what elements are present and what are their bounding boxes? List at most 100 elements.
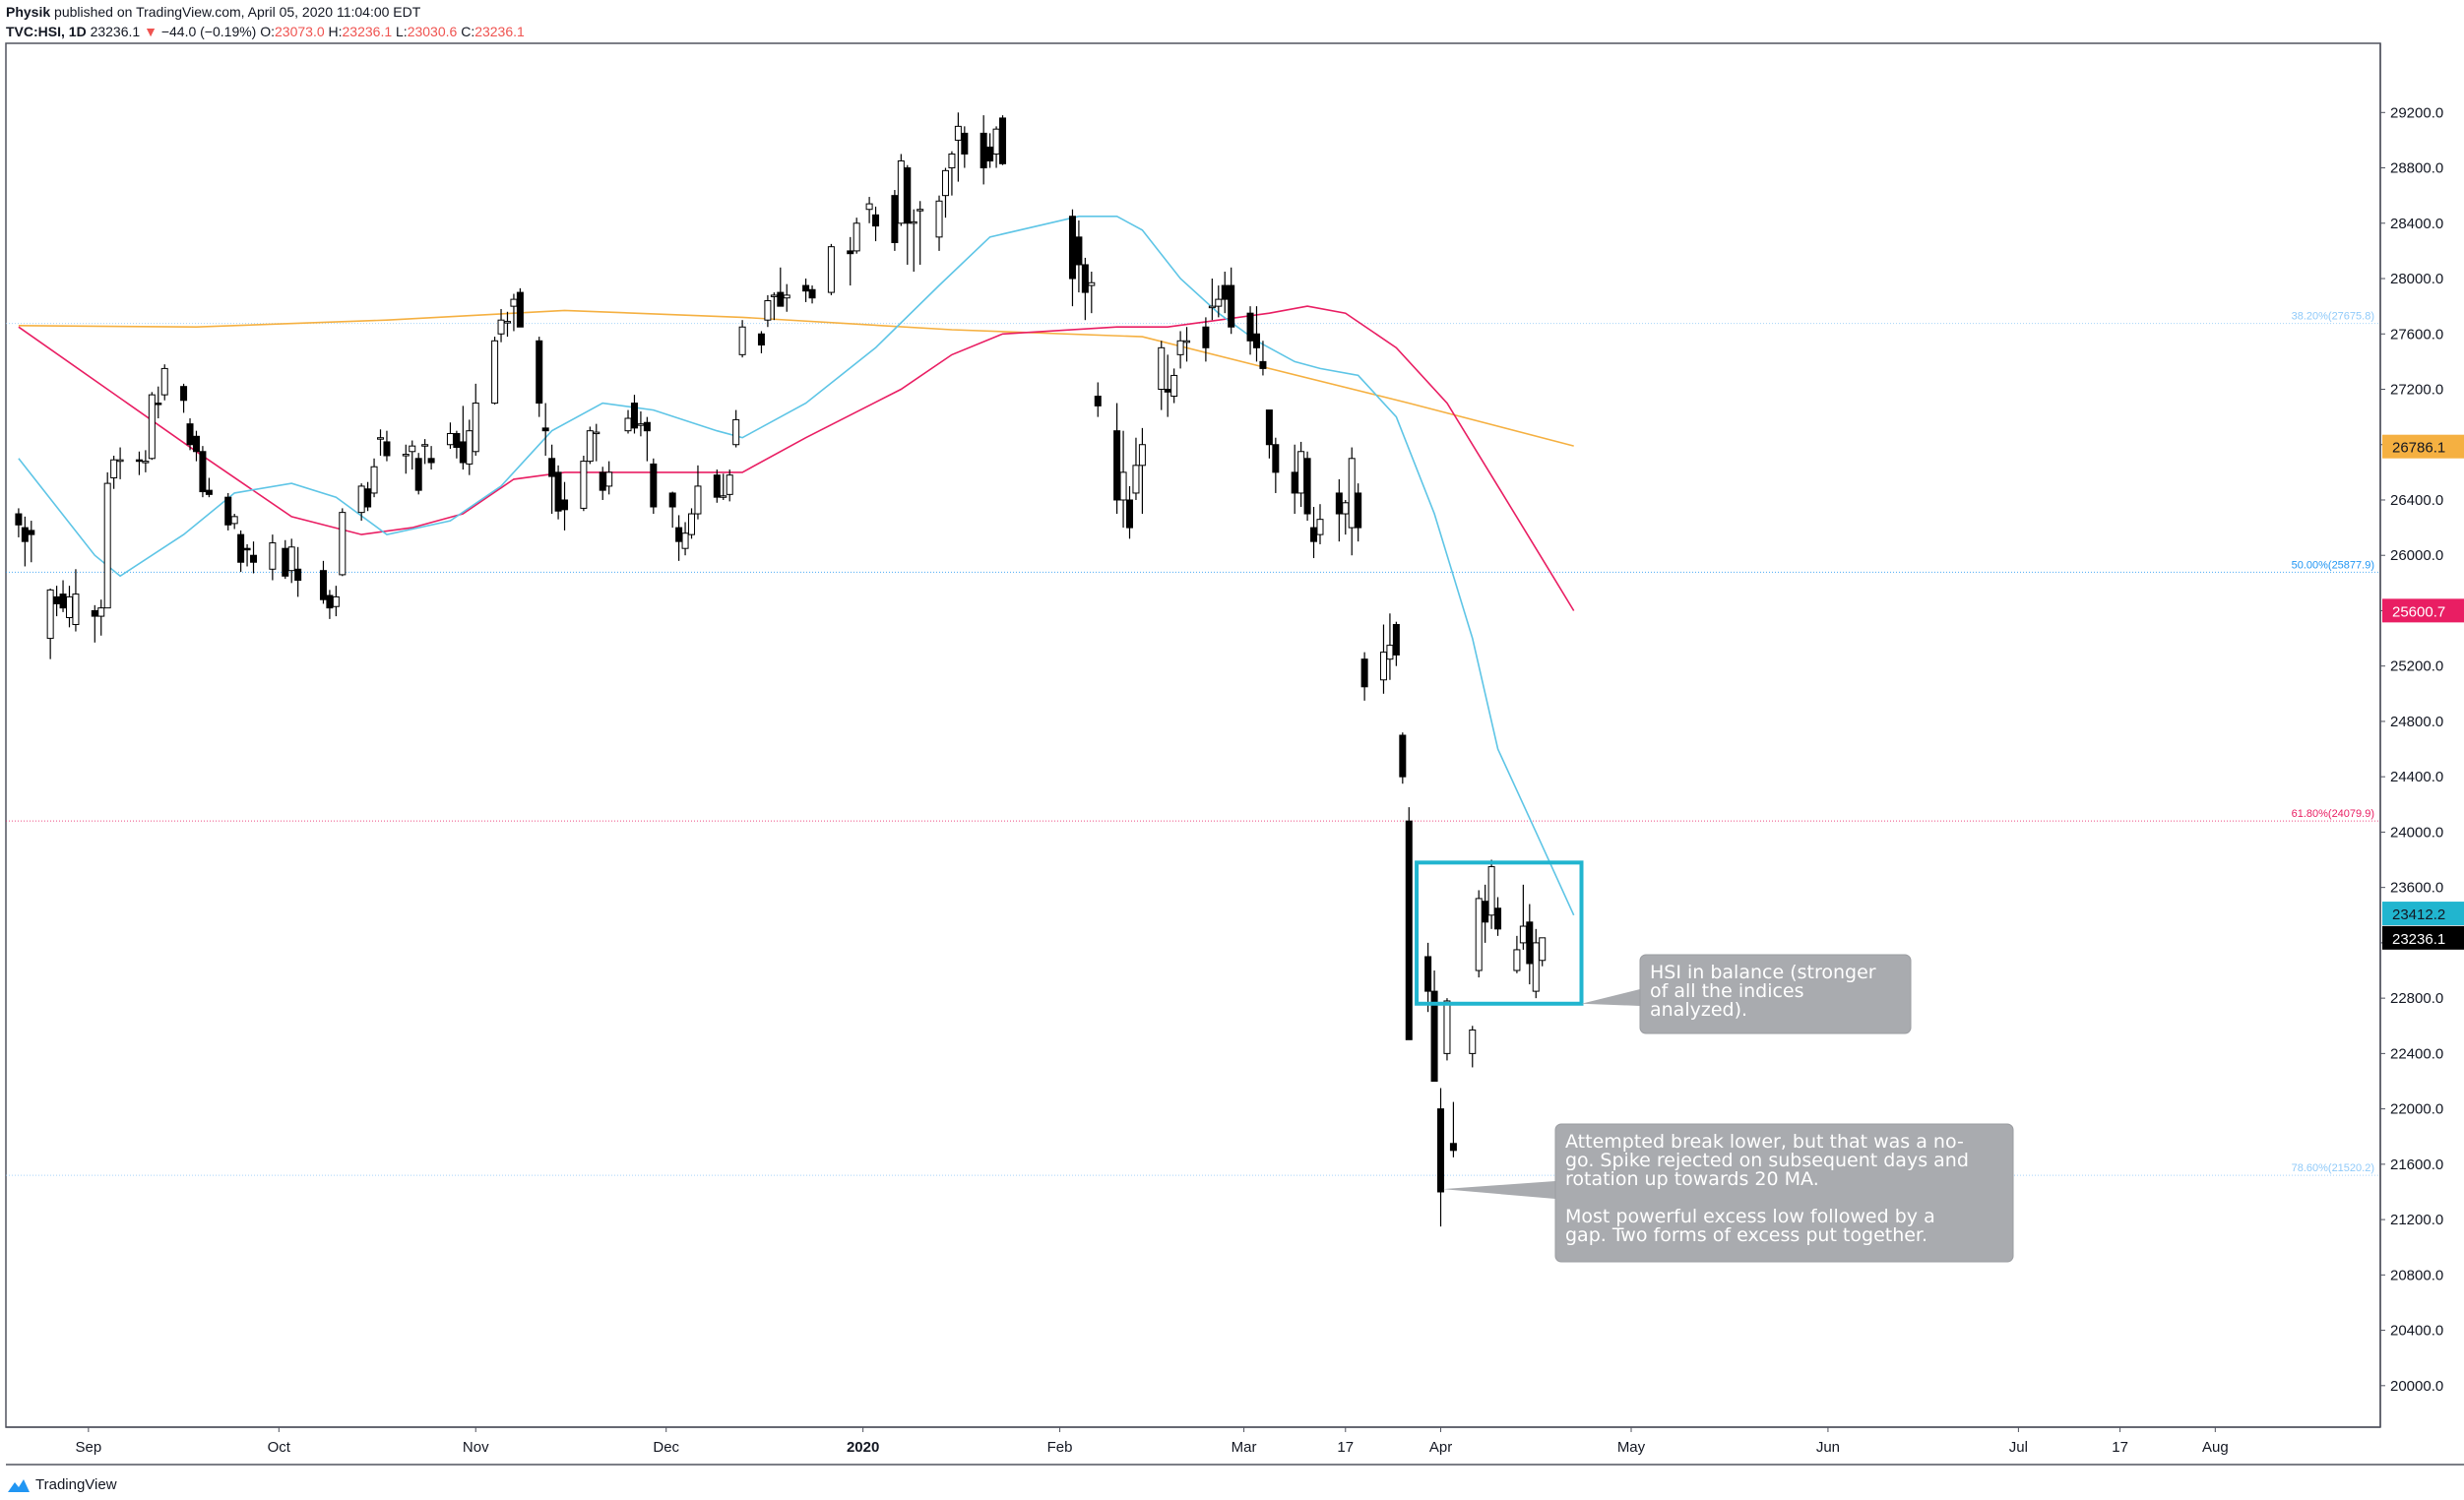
candle-body-up [916,209,924,212]
y-tick-label: 24800.0 [2390,714,2443,730]
y-tick-label: 21200.0 [2390,1212,2443,1228]
x-tick-label: Sep [75,1439,101,1456]
price-axis[interactable]: 29200.0 28800.0 28400.0 28000.0 27600.0 27200… [2380,104,2443,1395]
brand-name[interactable]: TradingView [35,1476,117,1493]
candle-body-up [1475,898,1483,971]
publish-line: Physik published on TradingView.com, Apr… [6,2,525,22]
candle [237,530,245,573]
chart-header: Physik published on TradingView.com, Apr… [6,2,525,41]
candle-body-up [1539,937,1547,962]
candle-body-up [402,454,410,457]
candle-body-up [110,459,118,478]
author-name[interactable]: Physik [6,4,51,20]
x-tick-label: Feb [1047,1439,1073,1456]
candle [1272,437,1280,493]
candle [59,580,67,612]
candle [872,206,880,242]
high-value: 23236.1 [342,24,393,39]
candle [1437,1088,1445,1227]
price-tag: 26786.1 [2382,434,2464,459]
y-tick-label: 20000.0 [2390,1378,2443,1395]
candle-body-up [510,298,518,307]
candle [688,508,696,539]
candle-body-down [802,284,810,292]
publish-info: published on TradingView.com, April 05, … [54,4,421,20]
candle [1075,219,1083,293]
candle [1342,499,1350,535]
candle [1202,317,1210,362]
ma200-line [18,309,1574,447]
candle-body-down [250,554,258,563]
candle-body-down [1360,658,1368,688]
candle [491,337,499,405]
candle-body-up [586,430,594,463]
candle-body-up [1316,519,1324,535]
candle-body-down [986,146,994,162]
candle [516,287,524,328]
candle [21,516,29,567]
y-tick-label: 21600.0 [2390,1156,2443,1173]
candle-body-down [427,458,435,464]
candle [370,458,378,498]
price-tag: 23412.2 [2382,902,2464,926]
candle [668,491,676,529]
candle-body-down [891,195,899,243]
callout-text: go. Spike rejected on subsequent days an… [1565,1150,1969,1171]
callout-text: Most powerful excess low followed by a [1565,1206,1935,1227]
candle [1405,807,1413,1040]
candle [364,481,372,512]
candle-body-down [326,594,334,609]
candle-body-down [1068,216,1076,280]
candle-body-up [1386,645,1394,660]
candle-body-down [192,435,200,453]
candle-body-down [224,496,232,526]
candle [472,383,479,456]
x-tick-label: 17 [1337,1439,1354,1456]
candle-body-down [21,527,29,542]
candle-body-down [186,423,194,446]
x-tick-label: Dec [653,1439,679,1456]
candle [1113,403,1121,515]
balance-box[interactable] [1415,860,1584,1006]
candle [1399,732,1407,784]
candle-body-down [1246,312,1254,342]
candle [643,416,651,462]
candle [586,426,594,465]
candle [1430,970,1438,1082]
candle-body-down [643,421,651,432]
candle [904,164,912,265]
candle [135,451,143,475]
candle-body-down [1094,396,1102,406]
y-tick-label: 28400.0 [2390,216,2443,232]
candle-body-down [808,288,816,299]
candle-body-down [675,527,683,542]
candle-body-up [624,417,632,432]
candle-body-up [1170,374,1178,398]
candle-body-down [28,530,35,535]
candle [1386,613,1394,680]
candle-body-up [681,532,689,549]
callout-2: Attempted break lower, but that was a no… [1442,1123,2014,1263]
y-tick-label: 27600.0 [2390,326,2443,343]
price-tag-bg [2382,902,2464,926]
candle [910,209,917,272]
close-value: 23236.1 [474,24,525,39]
candle-body-up [1132,465,1140,494]
low-label: L: [396,24,408,39]
candle-body-up [409,445,416,453]
candle [1164,354,1171,417]
price-tag-bg [2382,434,2464,459]
candle [1482,884,1489,943]
candle-body-up [1519,925,1527,944]
time-axis[interactable]: Sep Oct Nov Dec 2020 Feb Mar 17 Apr May Jun Jul 17 Au… [75,1427,2229,1456]
candle-body-up [827,246,835,293]
candle [250,541,258,574]
ma50-line [18,305,1575,611]
callout-box [1554,1123,2014,1263]
y-tick-label: 29200.0 [2390,104,2443,121]
candle-body-down [364,488,372,508]
price-tag: 23236.1 [2382,925,2464,950]
candle [1443,998,1451,1061]
